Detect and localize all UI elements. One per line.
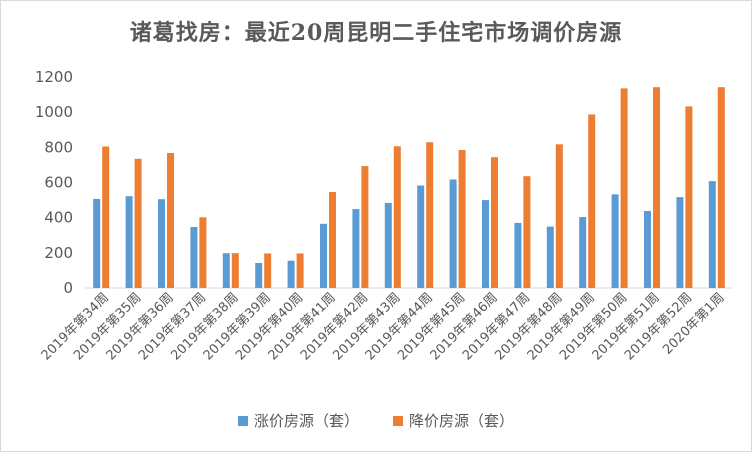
bar-drop — [426, 142, 434, 288]
bar-rise — [93, 198, 101, 288]
bar-drop — [231, 253, 239, 288]
y-tick-label: 0 — [63, 279, 73, 297]
bar-rise — [644, 211, 651, 288]
bar-rise — [125, 196, 133, 288]
bar-drop — [491, 157, 498, 288]
bar-drop — [653, 87, 660, 288]
bar-drop — [523, 176, 531, 288]
bar-rise — [676, 197, 684, 288]
bar-rise — [190, 227, 198, 288]
bar-drop — [329, 192, 336, 288]
bar-drop — [296, 253, 304, 288]
bar-rise — [514, 222, 522, 288]
y-tick-label: 800 — [44, 138, 73, 156]
bar-drop — [620, 88, 628, 289]
legend-label-drop: 降价房源（套） — [409, 412, 515, 430]
legend-label-rise: 涨价房源（套） — [253, 412, 359, 430]
bar-drop — [717, 87, 725, 288]
bar-drop — [167, 153, 174, 288]
y-tick-label: 400 — [44, 209, 73, 227]
legend-item-rise: 涨价房源（套） — [237, 410, 359, 431]
bar-rise — [384, 202, 392, 288]
y-tick-label: 600 — [44, 174, 73, 192]
legend-item-drop: 降价房源（套） — [393, 410, 514, 431]
bar-rise — [287, 260, 295, 288]
bar-rise — [222, 253, 230, 288]
bar-rise — [449, 179, 457, 288]
y-tick-label: 1000 — [35, 103, 73, 121]
legend-swatch-rise — [237, 415, 248, 426]
bar-drop — [102, 146, 110, 288]
bar-drop — [393, 146, 401, 288]
bar-drop — [199, 217, 207, 288]
y-tick-label: 1200 — [35, 68, 73, 86]
legend-swatch-drop — [393, 415, 403, 426]
bar-drop — [685, 106, 693, 289]
bar-rise — [417, 185, 425, 288]
bar-rise — [579, 217, 587, 288]
bar-rise — [708, 181, 716, 288]
bar-drop — [588, 114, 596, 288]
bar-drop — [361, 166, 369, 288]
bar-drop — [555, 144, 563, 288]
chart-title: 诸葛找房：最近20周昆明二手住宅市场调价房源 — [129, 20, 623, 46]
bar-drop — [458, 150, 466, 288]
bar-rise — [546, 226, 554, 288]
bar-rise — [158, 199, 165, 288]
bar-drop — [134, 158, 142, 288]
bar-rise — [255, 263, 263, 288]
bar-rise — [320, 223, 327, 288]
y-tick-label: 200 — [44, 244, 73, 262]
bar-rise — [482, 200, 489, 288]
bar-drop — [264, 253, 272, 288]
legend: 涨价房源（套） 降价房源（套） — [1, 410, 751, 431]
bar-rise — [611, 194, 619, 288]
bar-rise — [352, 209, 360, 288]
